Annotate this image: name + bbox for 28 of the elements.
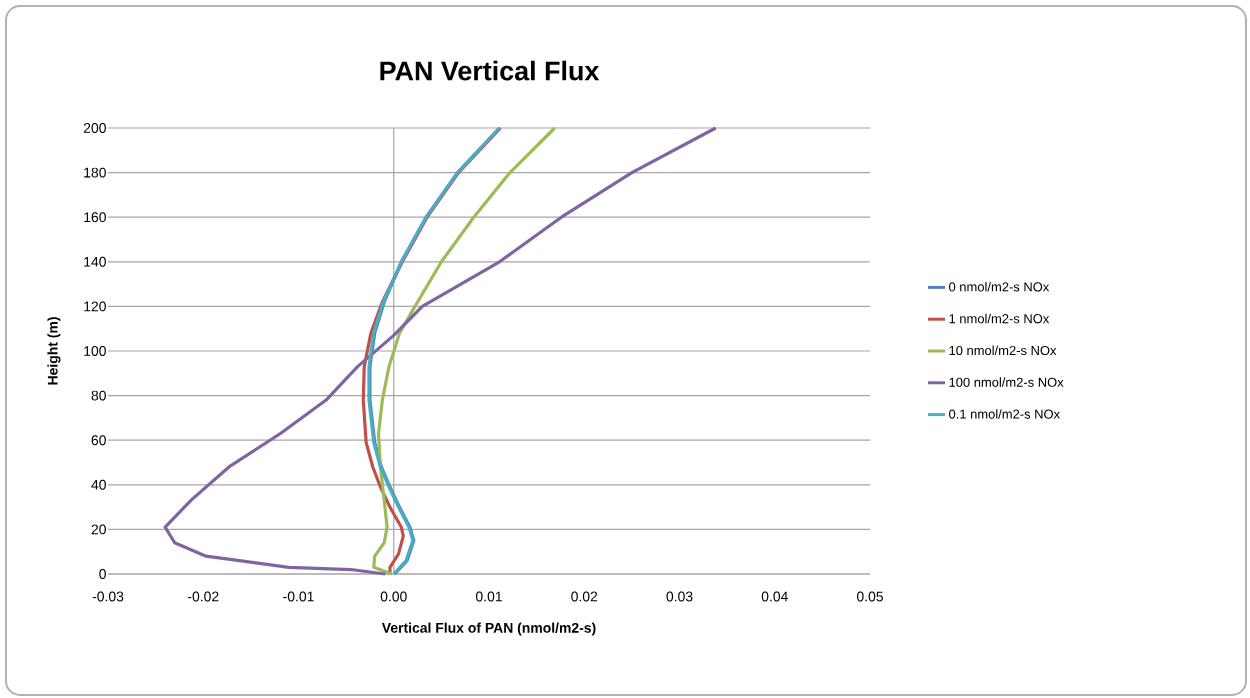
y-tick-label: 60	[91, 435, 106, 446]
legend-label: 10 nmol/m2-s NOx	[949, 345, 1057, 356]
y-tick-label: 160	[84, 212, 106, 223]
x-tick-label: -0.02	[187, 591, 219, 602]
y-axis-title: Height (m)	[47, 317, 61, 385]
chart-title: PAN Vertical Flux	[380, 60, 600, 81]
x-tick-label: -0.01	[283, 591, 314, 602]
x-axis-title: Vertical Flux of PAN (nmol/m2-s)	[381, 622, 596, 636]
legend-label: 0.1 nmol/m2-s NOx	[949, 409, 1060, 419]
y-tick-label: 140	[84, 256, 106, 267]
legend-label: 0 nmol/m2-s NOx	[949, 281, 1050, 292]
y-tick-label: 20	[91, 524, 106, 535]
legend-label: 100 nmol/m2-s NOx	[949, 377, 1064, 387]
x-tick-label: 0.04	[761, 591, 788, 602]
y-tick-label: 0	[99, 569, 106, 579]
y-tick-label: 100	[84, 346, 106, 356]
y-tick-label: 180	[84, 167, 106, 178]
x-tick-label: 0.02	[571, 591, 598, 602]
y-tick-label: 40	[91, 479, 106, 490]
y-tick-label: 120	[84, 301, 106, 312]
legend-label: 1 nmol/m2-s NOx	[949, 313, 1050, 324]
y-tick-label: 200	[83, 123, 106, 133]
x-tick-label: -0.03	[92, 591, 124, 602]
x-tick-label: 0.03	[666, 591, 693, 602]
x-tick-label: 0.05	[856, 591, 883, 602]
y-tick-label: 80	[91, 390, 106, 401]
x-tick-label: 0.01	[475, 591, 502, 602]
x-tick-label: 0.00	[380, 591, 407, 602]
